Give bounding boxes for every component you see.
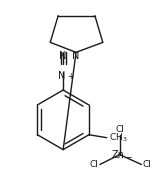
Text: CH$_3$: CH$_3$ [109, 132, 127, 144]
Text: +: + [67, 72, 73, 81]
Text: Cl: Cl [90, 160, 99, 169]
Text: N: N [59, 71, 66, 81]
Text: N: N [72, 51, 80, 61]
Text: Cl: Cl [115, 125, 124, 134]
Text: Zn: Zn [111, 150, 124, 160]
Text: −: − [126, 153, 132, 162]
Text: N: N [59, 51, 67, 61]
Text: Cl: Cl [142, 160, 151, 169]
